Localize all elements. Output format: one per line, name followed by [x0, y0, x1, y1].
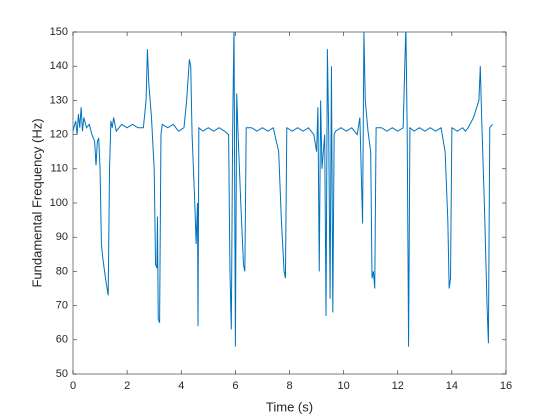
x-tick-label: 10: [338, 380, 350, 392]
x-tick-label: 0: [70, 380, 76, 392]
y-tick-label: 110: [50, 163, 68, 175]
y-tick-label: 130: [50, 94, 68, 106]
x-tick-label: 8: [286, 380, 292, 392]
plot-area: [72, 31, 507, 375]
y-tick-label: 50: [56, 368, 68, 380]
x-axis-label: Time (s): [266, 399, 313, 414]
x-tick-label: 2: [124, 380, 130, 392]
x-tick-label: 4: [178, 380, 184, 392]
x-tick-label: 12: [392, 380, 404, 392]
x-tick-label: 6: [232, 380, 238, 392]
data-line: [73, 32, 493, 347]
y-tick-label: 120: [50, 129, 68, 141]
y-tick-label: 150: [50, 26, 68, 38]
y-tick-label: 60: [56, 334, 68, 346]
y-tick-label: 70: [56, 300, 68, 312]
y-tick-label: 80: [56, 265, 68, 277]
y-axis-label: Fundamental Frequency (Hz): [29, 118, 44, 287]
x-tick-label: 16: [500, 380, 512, 392]
y-tick-label: 100: [50, 197, 68, 209]
y-tick-label: 140: [50, 60, 68, 72]
y-tick-label: 90: [56, 231, 68, 243]
x-tick-label: 14: [446, 380, 458, 392]
